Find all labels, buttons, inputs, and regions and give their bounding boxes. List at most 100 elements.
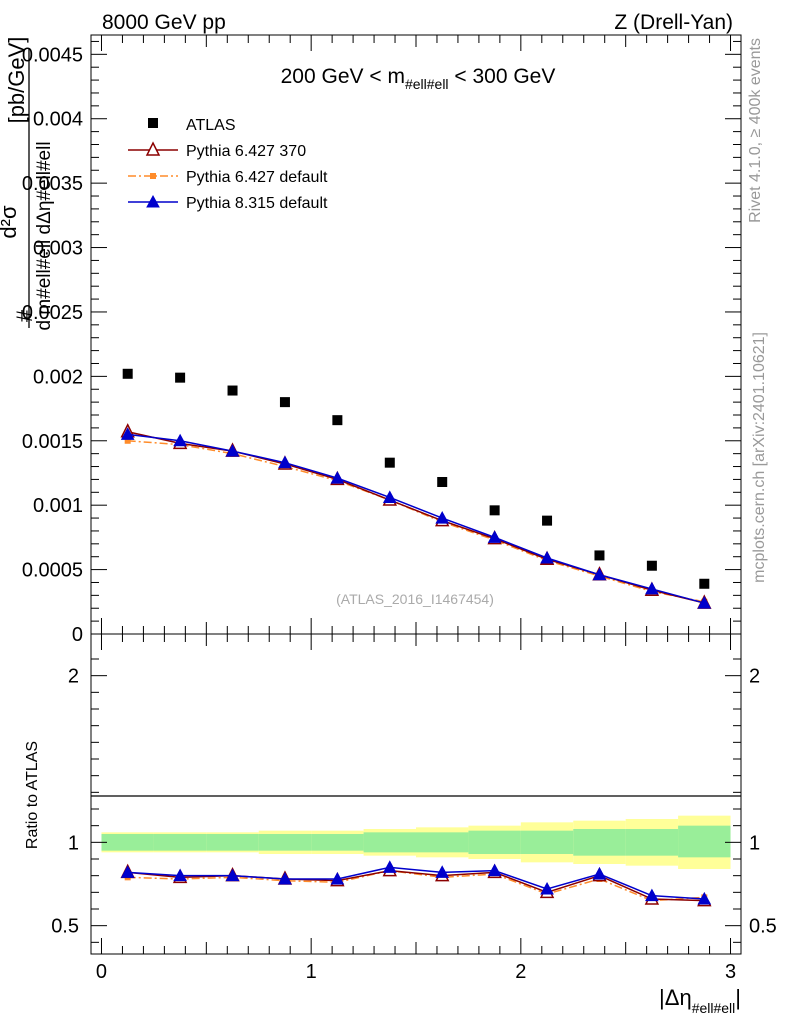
- y-tick-label: 0.001: [33, 495, 83, 517]
- data-point: [542, 515, 553, 526]
- data-point: [540, 550, 554, 564]
- data-point: [489, 505, 500, 516]
- ratio-point: [592, 866, 607, 880]
- data-point: [594, 550, 605, 561]
- data-point: [120, 427, 135, 440]
- main-series: [120, 368, 712, 609]
- rivet-label: Rivet 4.1.0, ≥ 400k events: [747, 38, 764, 223]
- main-y-axis-label: # d²σ d m#ell#ell dΔη#ell#ell [pb/GeV]: [0, 37, 55, 331]
- data-point: [646, 560, 657, 571]
- y-tick-label: 0.0035: [22, 173, 83, 195]
- legend-pythia8-default-marker: [146, 194, 160, 208]
- x-tick-labels: 0 1 2 3: [96, 961, 736, 983]
- legend-pythia6-370: Pythia 6.427 370: [128, 141, 306, 160]
- main-plot: 0 0.0005 0.001 0.0015 0.002 0.0025 0.003 0.0035…: [22, 34, 742, 646]
- ratio-band-inner: [678, 825, 731, 858]
- y-tick-label: 0.0045: [22, 44, 83, 66]
- ratio-point: [330, 871, 345, 885]
- ratio-y-ticks: 0.5 0.5 1 1 2 2: [51, 658, 777, 943]
- legend-pythia6-370-marker: [145, 141, 161, 156]
- ratio-tick-label-right: 1: [749, 832, 760, 854]
- data-point: [175, 372, 186, 383]
- x-label-main: |Δη: [659, 985, 692, 1010]
- legend-atlas-label: ATLAS: [186, 117, 236, 134]
- y-label-denominator: d m#ell#ell dΔη#ell#ell: [34, 141, 55, 330]
- data-point: [173, 433, 187, 447]
- x-label-end: |: [735, 985, 741, 1010]
- ratio-point: [540, 881, 554, 895]
- y-tick-label: 0.004: [33, 109, 83, 131]
- x-tick-label: 0: [96, 961, 107, 983]
- x-tick-label: 2: [515, 961, 526, 983]
- ratio-plot-frame: [90, 633, 742, 955]
- x-tick-label: 3: [725, 961, 736, 983]
- y-label-hash: #: [12, 309, 37, 322]
- y-tick-label: 0.002: [33, 366, 83, 388]
- ratio-tick-label: 1: [68, 832, 79, 854]
- ratio-band-inner: [311, 834, 364, 851]
- legend-pythia6-370-label: Pythia 6.427 370: [186, 143, 306, 160]
- ratio-band-inner: [468, 830, 521, 854]
- series-line: [127, 431, 705, 604]
- series-line: [127, 433, 705, 604]
- ratio-y-axis-label: Ratio to ATLAS: [24, 741, 41, 849]
- header-right: Z (Drell-Yan): [614, 11, 733, 34]
- x-tick-label: 1: [306, 961, 317, 983]
- ratio-line: [127, 869, 705, 902]
- y-tick-label: 0.0015: [22, 431, 83, 453]
- x-label-sub: #ell#ell: [692, 1000, 736, 1016]
- data-point: [124, 437, 131, 444]
- series-3: [120, 427, 712, 609]
- data-point: [384, 457, 395, 468]
- main-y-ticks: 0 0.0005 0.001 0.0015 0.002 0.0025 0.003 0.0035…: [22, 40, 741, 646]
- watermark-analysis: (ATLAS_2016_I1467454): [336, 591, 494, 607]
- legend-pythia8-default: Pythia 8.315 default: [128, 194, 328, 212]
- plot-title-suffix: < 300 GeV: [449, 65, 556, 88]
- plot-title-prefix: 200 GeV < m: [281, 65, 405, 88]
- ratio-bands: [101, 815, 731, 869]
- data-point: [592, 567, 607, 581]
- legend-pythia6-default-marker: [150, 173, 156, 179]
- data-point: [225, 444, 240, 457]
- data-point: [697, 596, 712, 609]
- y-tick-label: 0: [72, 624, 83, 646]
- main-x-ticks: [100, 35, 732, 634]
- header-left: 8000 GeV pp: [102, 11, 226, 34]
- ratio-point: [487, 863, 502, 877]
- ratio-series: [120, 860, 712, 907]
- ratio-band-inner: [206, 834, 259, 851]
- ratio-point: [120, 865, 135, 878]
- legend-atlas: ATLAS: [148, 117, 236, 134]
- data-point: [437, 476, 448, 487]
- ratio-point: [278, 871, 292, 885]
- legend-pythia8-default-label: Pythia 8.315 default: [186, 195, 328, 212]
- y-tick-label: 0.003: [33, 238, 83, 260]
- data-point: [382, 490, 397, 503]
- legend-pythia6-default-label: Pythia 6.427 default: [186, 169, 328, 186]
- y-tick-label: 0.0005: [22, 560, 83, 582]
- ratio-point: [645, 888, 659, 902]
- legend-pythia6-default: Pythia 6.427 default: [128, 169, 328, 186]
- ratio-band-inner: [101, 834, 154, 851]
- data-point: [278, 455, 292, 469]
- data-point: [699, 578, 710, 589]
- data-point: [487, 530, 502, 543]
- data-point: [227, 385, 238, 396]
- data-point: [332, 415, 343, 426]
- legend: ATLAS Pythia 6.427 370 Pythia 6.427 defa…: [128, 117, 328, 212]
- plot-title: 200 GeV < m#ell#ell < 300 GeV: [281, 65, 556, 92]
- ratio-tick-label: 2: [68, 666, 79, 688]
- ratio-plot: 0.5 0.5 1 1 2 2 Ratio to ATLAS: [24, 633, 777, 955]
- series-0: [122, 368, 710, 589]
- ratio-band-inner: [520, 830, 574, 854]
- mcplots-label: mcplots.cern.ch [arXiv:2401.10621]: [751, 332, 768, 583]
- ratio-line: [127, 866, 705, 900]
- ratio-tick-label-right: 2: [749, 666, 760, 688]
- ratio-tick-label: 0.5: [51, 916, 79, 938]
- series-line: [127, 440, 705, 603]
- ratio-point: [173, 868, 187, 882]
- data-point: [645, 581, 659, 595]
- ratio-band-inner: [416, 832, 469, 853]
- x-axis-label: |Δη#ell#ell|: [659, 985, 741, 1016]
